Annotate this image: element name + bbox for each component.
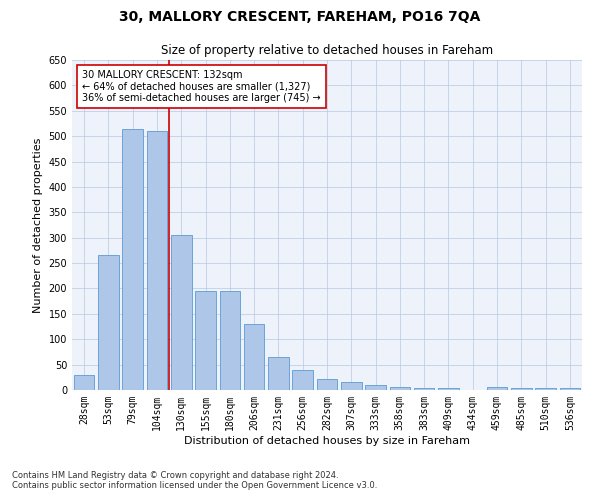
Bar [220, 291, 240, 390]
Bar [365, 385, 386, 390]
Bar [389, 388, 410, 390]
Bar [535, 388, 556, 390]
Title: Size of property relative to detached houses in Fareham: Size of property relative to detached ho… [161, 44, 493, 58]
X-axis label: Distribution of detached houses by size in Fareham: Distribution of detached houses by size … [184, 436, 470, 446]
Bar [74, 375, 94, 390]
Bar [98, 256, 119, 390]
Text: 30, MALLORY CRESCENT, FAREHAM, PO16 7QA: 30, MALLORY CRESCENT, FAREHAM, PO16 7QA [119, 10, 481, 24]
Bar [414, 388, 434, 390]
Bar [341, 382, 362, 390]
Bar [146, 131, 167, 390]
Bar [487, 388, 508, 390]
Bar [317, 379, 337, 390]
Bar [292, 370, 313, 390]
Bar [122, 128, 143, 390]
Bar [171, 235, 191, 390]
Bar [244, 324, 265, 390]
Bar [511, 388, 532, 390]
Bar [560, 388, 580, 390]
Bar [268, 357, 289, 390]
Y-axis label: Number of detached properties: Number of detached properties [33, 138, 43, 312]
Bar [195, 291, 216, 390]
Text: Contains HM Land Registry data © Crown copyright and database right 2024.
Contai: Contains HM Land Registry data © Crown c… [12, 470, 377, 490]
Bar [438, 388, 459, 390]
Text: 30 MALLORY CRESCENT: 132sqm
← 64% of detached houses are smaller (1,327)
36% of : 30 MALLORY CRESCENT: 132sqm ← 64% of det… [82, 70, 321, 103]
